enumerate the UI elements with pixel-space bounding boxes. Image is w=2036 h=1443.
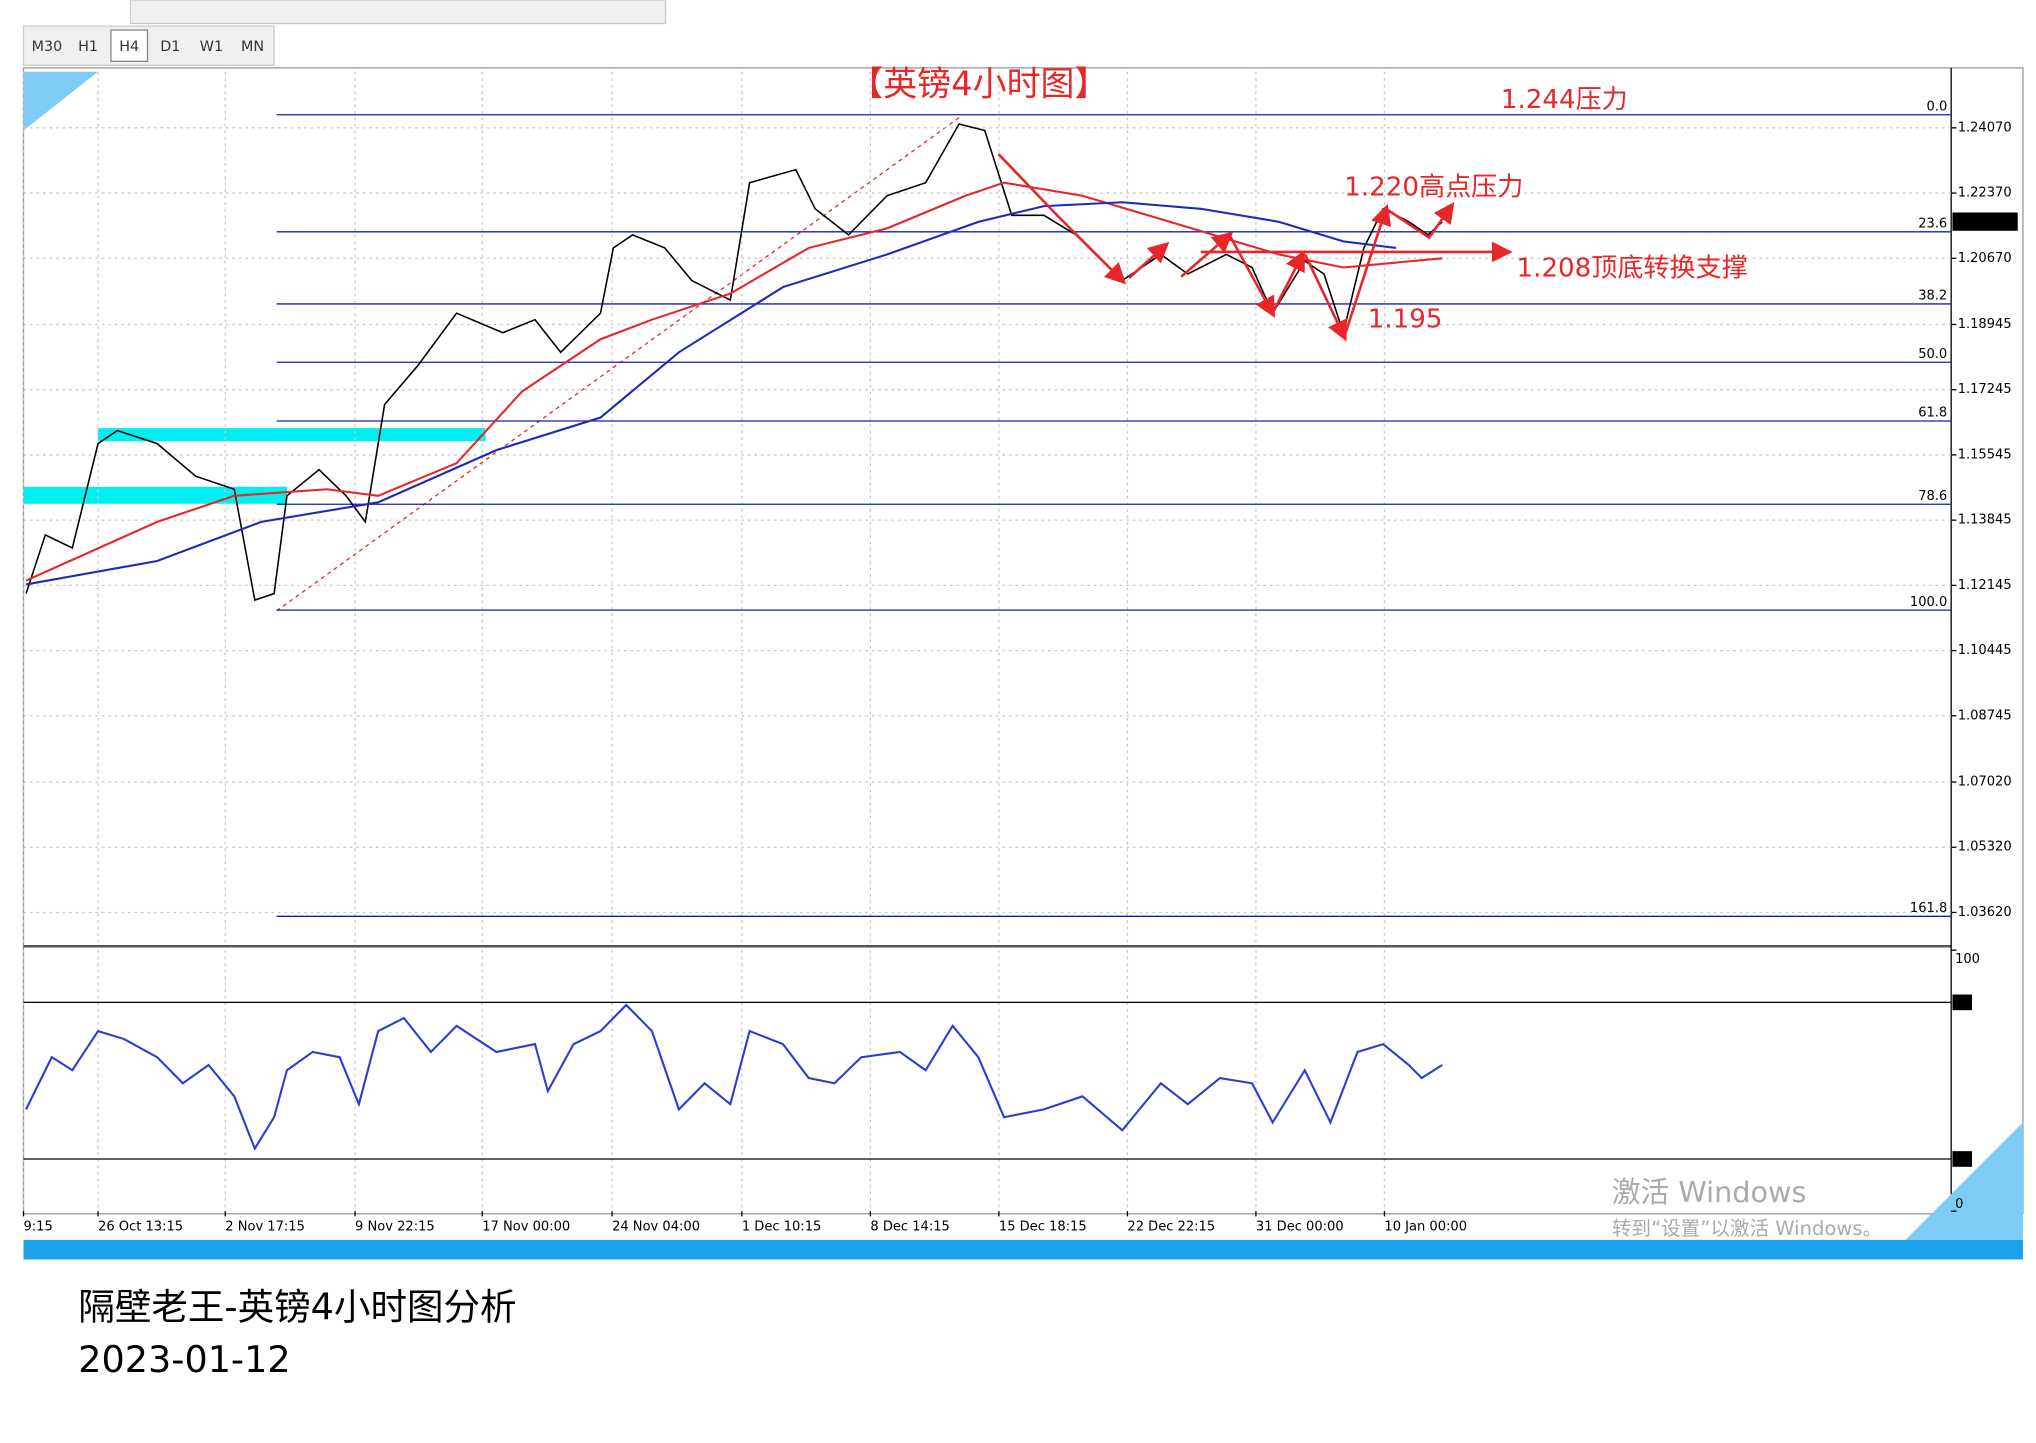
timeframe-label: H4 <box>119 39 139 55</box>
arrow <box>1385 201 1455 240</box>
y-tick-label: 1.10445 <box>1958 643 2012 658</box>
y-tick-label: 80 <box>1955 995 1972 1010</box>
y-tick-label: 1.17245 <box>1958 382 2012 397</box>
fib-label: 38.2 <box>1918 289 1947 304</box>
timeframe-button[interactable] <box>69 30 107 62</box>
timeframe-label: D1 <box>160 39 180 55</box>
x-tick-label: 9:15 <box>23 1219 52 1234</box>
watermark-title: 激活 Windows <box>1612 1175 1807 1209</box>
y-tick-label: 1.20670 <box>1958 251 2012 266</box>
level-box <box>1952 1151 1973 1167</box>
x-tick-label: 31 Dec 00:00 <box>1256 1219 1344 1234</box>
timeframe-toolbar: M30 H1 H4 D1 W1 MN <box>28 29 271 63</box>
corner-decoration <box>1905 1122 2023 1240</box>
y-tick-label: 1.05320 <box>1958 840 2012 855</box>
top-bar <box>129 0 667 25</box>
y-tick-label: 100 <box>1955 952 1980 967</box>
zone <box>97 428 486 442</box>
y-tick-label: 1.15545 <box>1958 447 2012 462</box>
plot: 1.24070 1.22370 1.20670 1.18945 1.17245 1.155… <box>22 71 2018 1234</box>
watermark-subtitle: 转到“设置”以激活 Windows。 <box>1612 1217 1882 1240</box>
arrow <box>1303 253 1347 342</box>
timeframe-label: W1 <box>200 39 223 55</box>
fib-label: 0.0 <box>1927 99 1948 114</box>
arrow <box>1180 231 1234 278</box>
corner-decoration <box>23 71 98 131</box>
annotation: 1.208顶底转换支撑 <box>1517 253 1748 283</box>
timeframe-button[interactable] <box>152 30 189 62</box>
arrow <box>1228 234 1276 318</box>
arrow <box>997 153 1127 285</box>
x-tick-label: 9 Nov 22:15 <box>355 1219 435 1234</box>
y-tick-label: 1.24070 <box>1958 120 2012 135</box>
x-tick-label: 24 Nov 04:00 <box>612 1219 700 1234</box>
x-tick-label: 17 Nov 00:00 <box>482 1219 570 1234</box>
footer-caption: 隔壁老王-英镑4小时图分析 <box>78 1286 516 1329</box>
annotation: 1.220高点压力 <box>1344 172 1523 202</box>
current-price-label: 1.21625 <box>1956 214 2010 229</box>
y-tick-label: 1.08745 <box>1958 708 2012 723</box>
current-price-box <box>1952 212 2018 231</box>
x-tick-label: 26 Oct 13:15 <box>98 1219 183 1234</box>
x-tick-label: 22 Dec 22:15 <box>1127 1219 1215 1234</box>
x-tick-label: 15 Dec 18:15 <box>999 1219 1087 1234</box>
fib-label: 23.6 <box>1918 216 1947 231</box>
fib-label: 61.8 <box>1918 406 1947 421</box>
arrow <box>1271 249 1305 314</box>
x-tick-label: 2 Nov 17:15 <box>225 1219 305 1234</box>
series-line <box>25 181 1443 582</box>
footer-date: 2023-01-12 <box>78 1338 290 1381</box>
series-line <box>25 1003 1443 1151</box>
chart-title: 【英镑4小时图】 <box>849 66 1108 105</box>
fib-label: 161.8 <box>1910 901 1947 916</box>
level-box <box>1952 994 1973 1011</box>
annotation: 1.244压力 <box>1501 85 1628 115</box>
arrows <box>997 153 1513 342</box>
arrow <box>1128 241 1170 279</box>
arrow <box>1343 203 1392 338</box>
fib-label: 100.0 <box>1910 595 1947 610</box>
x-tick-label: 8 Dec 14:15 <box>870 1219 949 1234</box>
timeframe-button[interactable] <box>234 30 271 62</box>
timeframe-label: H1 <box>78 39 98 55</box>
timeframe-label: M30 <box>32 39 63 55</box>
fib-label: 50.0 <box>1918 347 1947 362</box>
timeframe-button[interactable] <box>110 29 149 63</box>
y-tick-label: 1.03620 <box>1958 905 2012 920</box>
series-line <box>25 201 1397 586</box>
y-tick-label: 1.07020 <box>1958 775 2012 790</box>
fib-label: 78.6 <box>1918 489 1947 504</box>
y-tick-label: 1.12145 <box>1958 578 2012 593</box>
y-tick-label: 0 <box>1955 1197 1963 1212</box>
timeframe-button[interactable] <box>28 30 66 62</box>
x-tick-label: 10 Jan 00:00 <box>1384 1219 1467 1234</box>
timeframe-label: MN <box>241 39 264 55</box>
x-tick-label: 1 Dec 10:15 <box>742 1219 821 1234</box>
y-tick-label: 1.22370 <box>1958 186 2012 201</box>
y-tick-label: 1.18945 <box>1958 317 2012 332</box>
y-tick-label: 1.13845 <box>1958 513 2012 528</box>
timeframe-button[interactable] <box>193 30 230 62</box>
y-tick-label: 20 <box>1955 1151 1972 1166</box>
annotation: 1.195 <box>1368 304 1443 334</box>
bottom-strip <box>23 1239 2023 1260</box>
